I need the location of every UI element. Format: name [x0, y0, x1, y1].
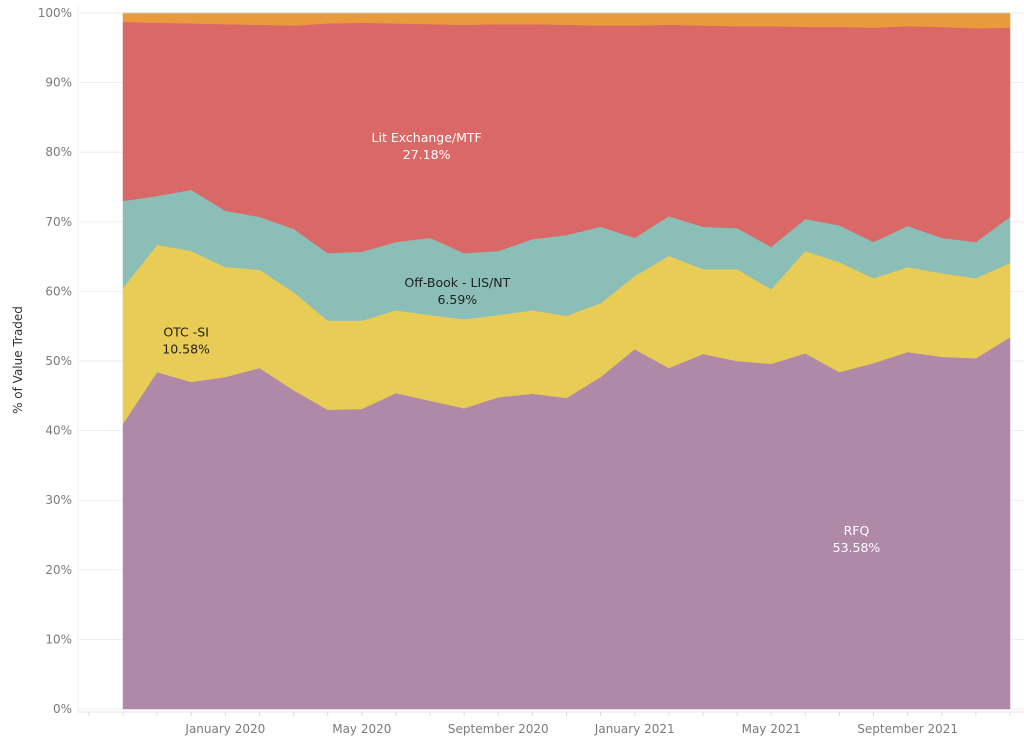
y-axis: 0% 10% 20% 30% 40% 50% 60% 70% 80% 90% 100%: [38, 6, 72, 716]
x-tick-label: January 2020: [184, 722, 265, 736]
x-tick-label: September 2020: [448, 722, 549, 736]
y-tick-label: 50%: [45, 354, 72, 368]
x-tick-label: September 2021: [857, 722, 958, 736]
series-labels: RFQ 53.58% OTC -SI 10.58% Off-Book - LIS/NT 6…: [162, 130, 880, 555]
series-label-value: 27.18%: [403, 147, 451, 162]
x-axis: January 2020 May 2020 September 2020 Januar…: [88, 712, 1011, 736]
y-tick-label: 10%: [45, 632, 72, 646]
series-label-name: Off-Book - LIS/NT: [404, 275, 510, 290]
y-tick-label: 60%: [45, 284, 72, 298]
y-tick-label: 20%: [45, 563, 72, 577]
y-tick-label: 70%: [45, 215, 72, 229]
y-tick-label: 0%: [53, 702, 72, 716]
series-label-name: OTC -SI: [163, 325, 209, 340]
x-tick-label: January 2021: [594, 722, 675, 736]
series-label-name: Lit Exchange/MTF: [372, 130, 482, 145]
area-series-group: [122, 12, 1011, 710]
y-tick-label: 40%: [45, 424, 72, 438]
y-axis-title: % of Value Traded: [11, 306, 25, 414]
y-tick-label: 90%: [45, 76, 72, 90]
y-tick-label: 100%: [38, 6, 72, 20]
series-label-value: 6.59%: [437, 292, 477, 307]
series-label-value: 53.58%: [833, 540, 881, 555]
x-tick-label: May 2020: [332, 722, 391, 736]
y-tick-label: 30%: [45, 493, 72, 507]
series-label-value: 10.58%: [162, 342, 210, 357]
series-label-name: RFQ: [844, 523, 870, 538]
y-tick-label: 80%: [45, 145, 72, 159]
x-tick-label: May 2021: [742, 722, 801, 736]
